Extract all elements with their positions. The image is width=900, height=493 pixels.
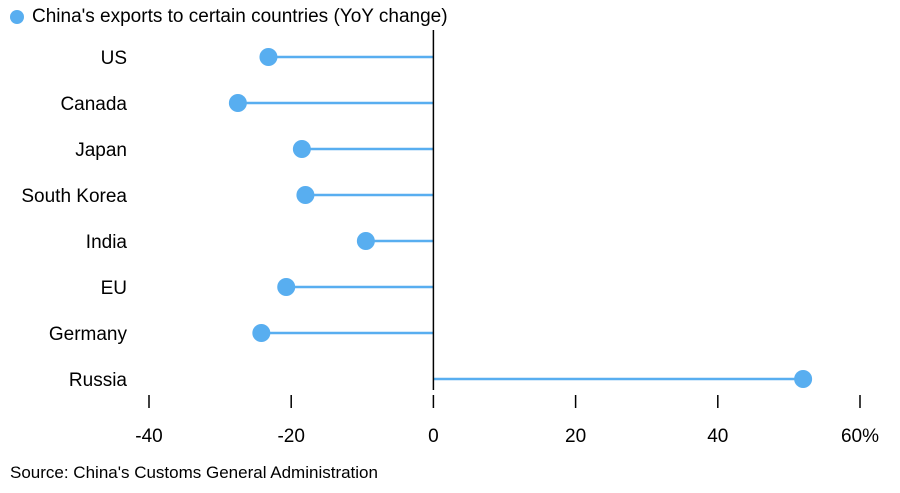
category-label: EU (101, 278, 127, 299)
x-tick-label: 40 (707, 426, 728, 447)
x-tick-label: -20 (277, 426, 304, 447)
category-label: Canada (60, 94, 127, 115)
lollipop-point (252, 324, 271, 342)
lollipop-point (296, 186, 315, 204)
x-tick-label: -40 (135, 426, 162, 447)
source-note: Source: China's Customs General Administ… (10, 463, 378, 482)
category-label: Japan (75, 140, 127, 161)
x-tick-label: 60% (841, 426, 879, 447)
chart-rows: US Canada Japan South Korea India EU Germany Ru… (21, 48, 813, 391)
category-label: South Korea (21, 186, 127, 207)
x-tick-label: 0 (428, 426, 439, 447)
legend: China's exports to certain countries (Yo… (10, 4, 448, 30)
category-label: India (86, 232, 128, 253)
x-tick-label: 20 (565, 426, 586, 447)
lollipop-point (356, 232, 375, 250)
lollipop-point (259, 48, 278, 66)
lollipop-point (794, 370, 813, 388)
legend-marker (10, 10, 24, 24)
lollipop-point (228, 94, 247, 112)
lollipop-chart: US Canada Japan South Korea India EU Germany Ru… (21, 30, 879, 447)
category-label: Russia (69, 370, 128, 391)
lollipop-point (292, 140, 311, 158)
category-label: US (101, 48, 127, 69)
x-axis: -40 -20 0 20 40 60% (135, 395, 879, 447)
category-label: Germany (49, 324, 128, 345)
lollipop-point (277, 278, 296, 296)
legend-label: China's exports to certain countries (Yo… (32, 6, 448, 27)
